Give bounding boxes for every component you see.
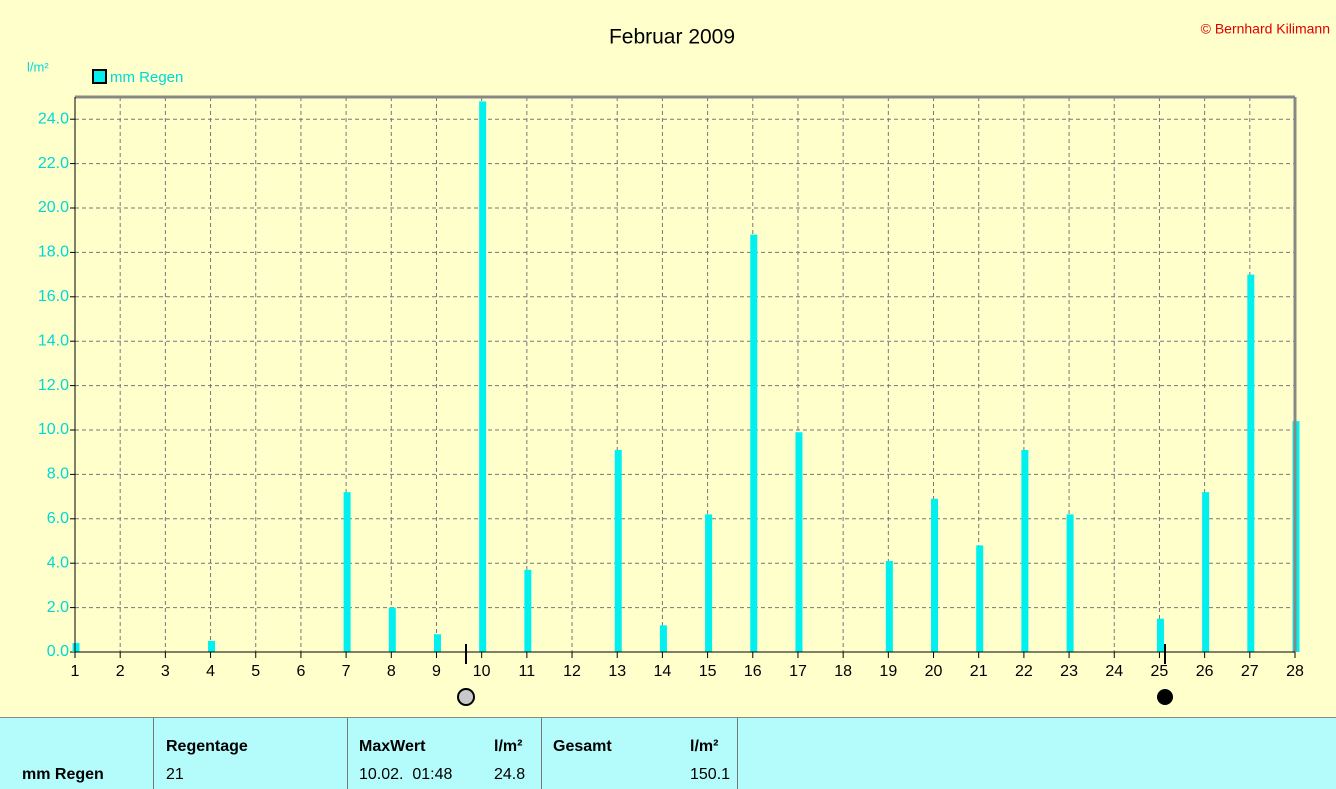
x-tick-label: 22 [1015,663,1033,680]
separator [541,718,542,789]
x-tick-label: 14 [654,663,672,680]
x-tick-label: 26 [1196,663,1214,680]
y-tick-label: 6.0 [47,510,69,527]
y-tick-label: 14.0 [38,332,69,349]
bar [208,640,216,652]
x-tick-label: 7 [342,663,351,680]
header: MaxWert [359,738,426,755]
bar [705,514,713,652]
bar [1066,514,1074,652]
header: Regentage [166,738,248,755]
separator [153,718,154,789]
chart-title: Februar 2009 [609,26,735,49]
y-tick-label: 12.0 [38,377,69,394]
y-tick-label: 8.0 [47,466,69,483]
x-tick-label: 17 [789,663,807,680]
new-moon-icon [1157,689,1173,705]
bar [931,498,939,652]
x-tick-label: 1 [71,663,80,680]
separator [347,718,348,789]
x-tick-label: 6 [296,663,305,680]
x-tick-label: 13 [608,663,626,680]
legend-label: mm Regen [110,69,183,86]
cell: 24.8 [494,766,526,783]
x-tick-label: 9 [432,663,441,680]
bar [795,432,803,652]
bar [343,492,351,652]
bar [885,560,893,652]
bar [659,625,667,652]
full-moon-icon [457,688,475,706]
x-tick-label: 20 [925,663,943,680]
x-tick-label: 19 [879,663,897,680]
bar [1247,274,1255,652]
x-tick-label: 25 [1151,663,1169,680]
summary-table: mm Regen Regentage MaxWert l/m² Gesamt l… [0,717,1336,789]
y-tick-label: 4.0 [47,554,69,571]
x-tick-label: 12 [563,663,581,680]
bar [976,545,984,652]
x-tick-label: 2 [116,663,125,680]
x-tick-label: 24 [1105,663,1123,680]
x-tick-label: 3 [161,663,170,680]
x-tick-label: 27 [1241,663,1259,680]
legend-swatch [92,69,107,84]
cell: 150.1 [690,766,731,783]
bar [72,643,80,652]
y-tick-label: 2.0 [47,599,69,616]
cell: 10.02. 01:48 [359,766,453,783]
copyright: © Bernhard Kilimann [1201,21,1330,37]
row-label: mm Regen [22,766,104,783]
header: l/m² [494,738,523,755]
x-tick-label: 18 [834,663,852,680]
bar [524,569,532,652]
x-tick-label: 11 [519,663,536,680]
y-tick-label: 10.0 [38,421,69,438]
y-axis-label: l/m² [27,59,49,74]
bar [479,101,487,652]
x-tick-label: 10 [473,663,491,680]
x-tick-label: 15 [699,663,717,680]
header: l/m² [690,738,719,755]
bar [433,634,441,652]
bar [1202,492,1210,652]
header: Gesamt [553,738,612,755]
bar [750,234,758,652]
chart: Februar 2009 © Bernhard Kilimann l/m² mm… [27,21,1330,706]
x-tick-label: 16 [744,663,762,680]
x-tick-label: 23 [1060,663,1078,680]
y-tick-label: 22.0 [38,155,69,172]
bar [1021,449,1029,652]
bar [614,449,622,652]
bar [388,607,396,652]
y-tick-label: 16.0 [38,288,69,305]
cell: 21 [166,766,184,783]
separator [737,718,738,789]
bar [1156,618,1164,652]
y-tick-label: 24.0 [38,110,69,127]
y-tick-label: 18.0 [38,244,69,261]
x-tick-label: 5 [251,663,260,680]
y-tick-label: 0.0 [47,643,69,660]
x-tick-label: 8 [387,663,396,680]
y-tick-label: 20.0 [38,199,69,216]
x-tick-label: 28 [1286,663,1304,680]
x-tick-label: 21 [970,663,988,680]
x-tick-label: 4 [206,663,215,680]
